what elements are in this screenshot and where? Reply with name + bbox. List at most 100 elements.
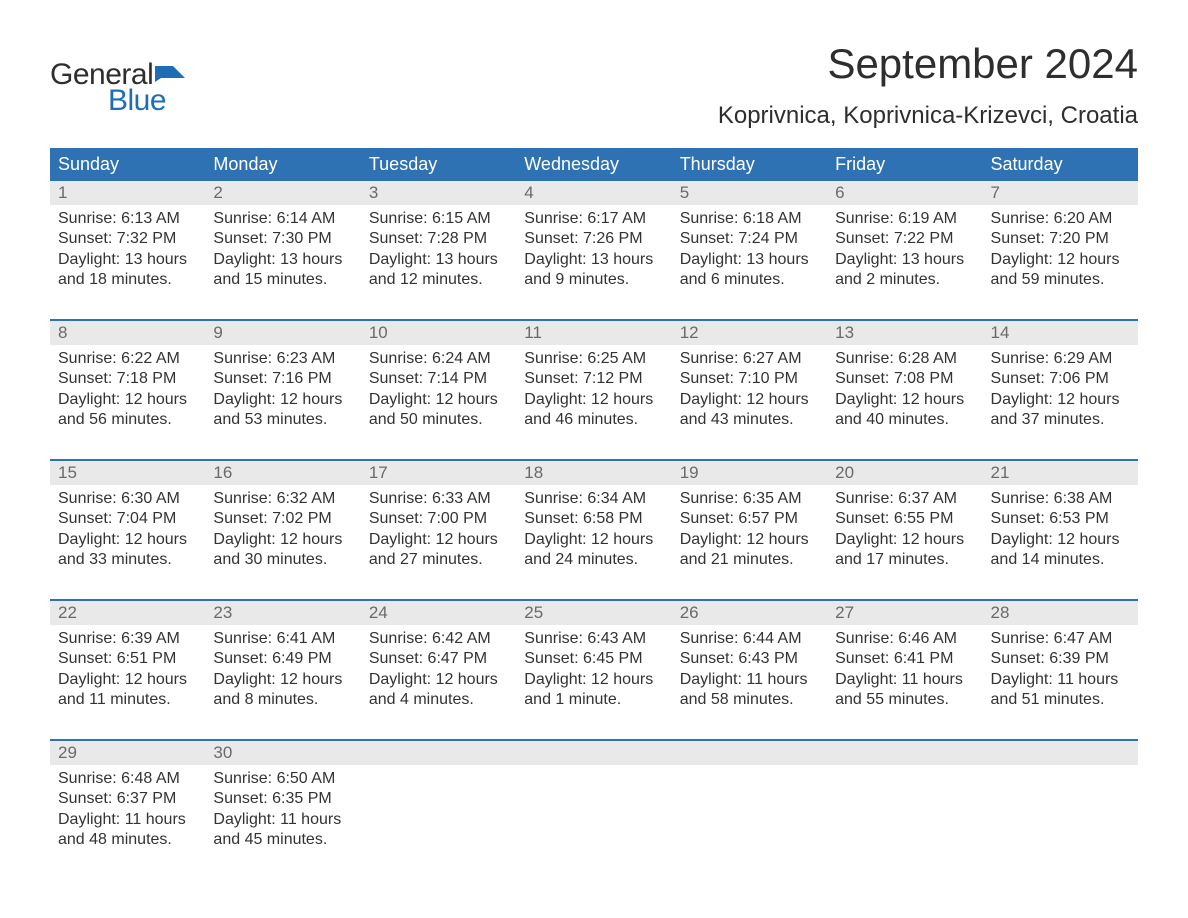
day-number: 10 (369, 323, 388, 342)
daynum-row: 29 (50, 741, 205, 765)
daylight-text: and 6 minutes. (680, 270, 819, 290)
calendar-day: 1Sunrise: 6:13 AMSunset: 7:32 PMDaylight… (50, 181, 205, 299)
calendar-week: 15Sunrise: 6:30 AMSunset: 7:04 PMDayligh… (50, 459, 1138, 579)
day-number: 5 (680, 183, 689, 202)
daylight-text: and 9 minutes. (524, 270, 663, 290)
daylight-text: Daylight: 13 hours (58, 250, 197, 270)
sunrise-text: Sunrise: 6:19 AM (835, 209, 974, 229)
day-number: 22 (58, 603, 77, 622)
daylight-text: Daylight: 13 hours (524, 250, 663, 270)
daylight-text: Daylight: 11 hours (835, 670, 974, 690)
sunrise-text: Sunrise: 6:38 AM (991, 489, 1130, 509)
weekday-label: Monday (205, 148, 360, 181)
logo: General Blue (50, 58, 185, 118)
sunrise-text: Sunrise: 6:42 AM (369, 629, 508, 649)
daynum-row: 28 (983, 601, 1138, 625)
sunset-text: Sunset: 7:32 PM (58, 229, 197, 249)
daylight-text: Daylight: 12 hours (213, 530, 352, 550)
calendar-day: 15Sunrise: 6:30 AMSunset: 7:04 PMDayligh… (50, 461, 205, 579)
calendar-day: . (827, 741, 982, 859)
daynum-row: 13 (827, 321, 982, 345)
sunrise-text: Sunrise: 6:44 AM (680, 629, 819, 649)
daynum-row: . (361, 741, 516, 765)
sunset-text: Sunset: 7:24 PM (680, 229, 819, 249)
daylight-text: Daylight: 13 hours (835, 250, 974, 270)
calendar-day: 19Sunrise: 6:35 AMSunset: 6:57 PMDayligh… (672, 461, 827, 579)
title-block: September 2024 Koprivnica, Koprivnica-Kr… (718, 40, 1138, 130)
daylight-text: and 17 minutes. (835, 550, 974, 570)
sunrise-text: Sunrise: 6:27 AM (680, 349, 819, 369)
calendar-day: 26Sunrise: 6:44 AMSunset: 6:43 PMDayligh… (672, 601, 827, 719)
sunrise-text: Sunrise: 6:25 AM (524, 349, 663, 369)
day-number: 17 (369, 463, 388, 482)
sunrise-text: Sunrise: 6:47 AM (991, 629, 1130, 649)
daylight-text: Daylight: 12 hours (524, 390, 663, 410)
daylight-text: and 14 minutes. (991, 550, 1130, 570)
day-number: 6 (835, 183, 844, 202)
sunset-text: Sunset: 6:37 PM (58, 789, 197, 809)
calendar-week: 1Sunrise: 6:13 AMSunset: 7:32 PMDaylight… (50, 181, 1138, 299)
daynum-row: 10 (361, 321, 516, 345)
weekday-label: Saturday (983, 148, 1138, 181)
sunset-text: Sunset: 6:39 PM (991, 649, 1130, 669)
daylight-text: and 2 minutes. (835, 270, 974, 290)
daylight-text: Daylight: 12 hours (213, 670, 352, 690)
daylight-text: Daylight: 12 hours (991, 390, 1130, 410)
sunset-text: Sunset: 7:10 PM (680, 369, 819, 389)
calendar-day: 20Sunrise: 6:37 AMSunset: 6:55 PMDayligh… (827, 461, 982, 579)
sunset-text: Sunset: 7:18 PM (58, 369, 197, 389)
calendar-day: 9Sunrise: 6:23 AMSunset: 7:16 PMDaylight… (205, 321, 360, 439)
calendar-day: 12Sunrise: 6:27 AMSunset: 7:10 PMDayligh… (672, 321, 827, 439)
sunrise-text: Sunrise: 6:20 AM (991, 209, 1130, 229)
sunrise-text: Sunrise: 6:30 AM (58, 489, 197, 509)
day-number: 25 (524, 603, 543, 622)
sunrise-text: Sunrise: 6:46 AM (835, 629, 974, 649)
daylight-text: and 45 minutes. (213, 830, 352, 850)
daylight-text: Daylight: 12 hours (835, 390, 974, 410)
day-number: 12 (680, 323, 699, 342)
day-number: 11 (524, 323, 542, 342)
daylight-text: Daylight: 12 hours (524, 670, 663, 690)
location-text: Koprivnica, Koprivnica-Krizevci, Croatia (718, 102, 1138, 130)
daylight-text: and 37 minutes. (991, 410, 1130, 430)
daylight-text: and 59 minutes. (991, 270, 1130, 290)
sunrise-text: Sunrise: 6:32 AM (213, 489, 352, 509)
daylight-text: Daylight: 12 hours (680, 530, 819, 550)
daynum-row: 23 (205, 601, 360, 625)
sunrise-text: Sunrise: 6:13 AM (58, 209, 197, 229)
daynum-row: 4 (516, 181, 671, 205)
sunrise-text: Sunrise: 6:33 AM (369, 489, 508, 509)
weekday-label: Thursday (672, 148, 827, 181)
sunset-text: Sunset: 7:16 PM (213, 369, 352, 389)
daylight-text: Daylight: 12 hours (991, 530, 1130, 550)
daylight-text: and 15 minutes. (213, 270, 352, 290)
daylight-text: and 43 minutes. (680, 410, 819, 430)
calendar-day: . (983, 741, 1138, 859)
sunset-text: Sunset: 7:22 PM (835, 229, 974, 249)
day-number: 14 (991, 323, 1010, 342)
day-number: 3 (369, 183, 378, 202)
daynum-row: . (827, 741, 982, 765)
daynum-row: 21 (983, 461, 1138, 485)
calendar-day: 23Sunrise: 6:41 AMSunset: 6:49 PMDayligh… (205, 601, 360, 719)
sunset-text: Sunset: 6:57 PM (680, 509, 819, 529)
calendar-day: 28Sunrise: 6:47 AMSunset: 6:39 PMDayligh… (983, 601, 1138, 719)
daylight-text: Daylight: 11 hours (213, 810, 352, 830)
daynum-row: 7 (983, 181, 1138, 205)
sunset-text: Sunset: 7:04 PM (58, 509, 197, 529)
sunrise-text: Sunrise: 6:37 AM (835, 489, 974, 509)
daylight-text: Daylight: 12 hours (213, 390, 352, 410)
calendar-day: . (516, 741, 671, 859)
day-number: 24 (369, 603, 388, 622)
calendar-day: 7Sunrise: 6:20 AMSunset: 7:20 PMDaylight… (983, 181, 1138, 299)
daylight-text: and 18 minutes. (58, 270, 197, 290)
sunset-text: Sunset: 7:02 PM (213, 509, 352, 529)
calendar-day: 10Sunrise: 6:24 AMSunset: 7:14 PMDayligh… (361, 321, 516, 439)
sunrise-text: Sunrise: 6:17 AM (524, 209, 663, 229)
sunrise-text: Sunrise: 6:48 AM (58, 769, 197, 789)
sunset-text: Sunset: 7:14 PM (369, 369, 508, 389)
daylight-text: Daylight: 13 hours (369, 250, 508, 270)
sunset-text: Sunset: 6:58 PM (524, 509, 663, 529)
sunrise-text: Sunrise: 6:15 AM (369, 209, 508, 229)
daynum-row: . (516, 741, 671, 765)
